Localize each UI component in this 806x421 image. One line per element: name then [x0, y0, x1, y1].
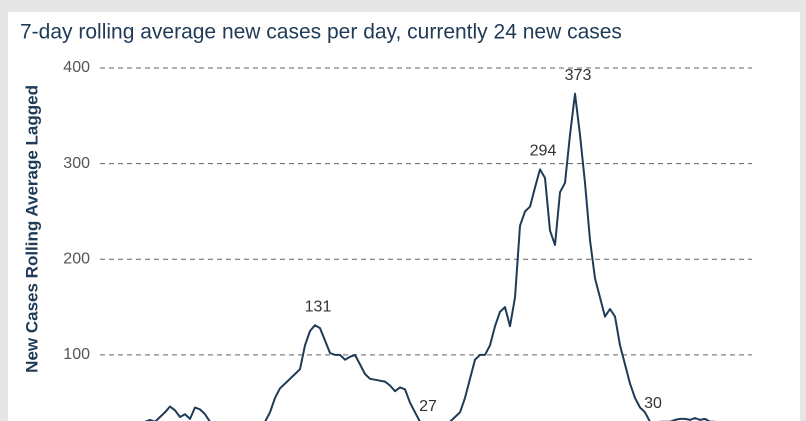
y-tick-label: 400: [63, 59, 90, 76]
y-tick-label: 200: [63, 250, 90, 267]
data-label: 294: [530, 143, 557, 160]
chart-title: 7-day rolling average new cases per day,…: [20, 21, 622, 44]
y-tick-label: 300: [63, 155, 90, 172]
data-label: 27: [419, 398, 437, 415]
y-tick-label: 100: [63, 346, 90, 363]
y-axis-label: New Cases Rolling Average Lagged: [22, 85, 41, 373]
panel: [8, 12, 800, 421]
data-label: 373: [565, 67, 592, 84]
data-label: 131: [305, 298, 332, 315]
data-line: [144, 92, 716, 421]
data-label: 30: [644, 395, 662, 412]
